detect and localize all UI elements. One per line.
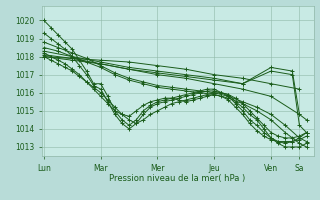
X-axis label: Pression niveau de la mer( hPa ): Pression niveau de la mer( hPa ) [109,174,246,183]
